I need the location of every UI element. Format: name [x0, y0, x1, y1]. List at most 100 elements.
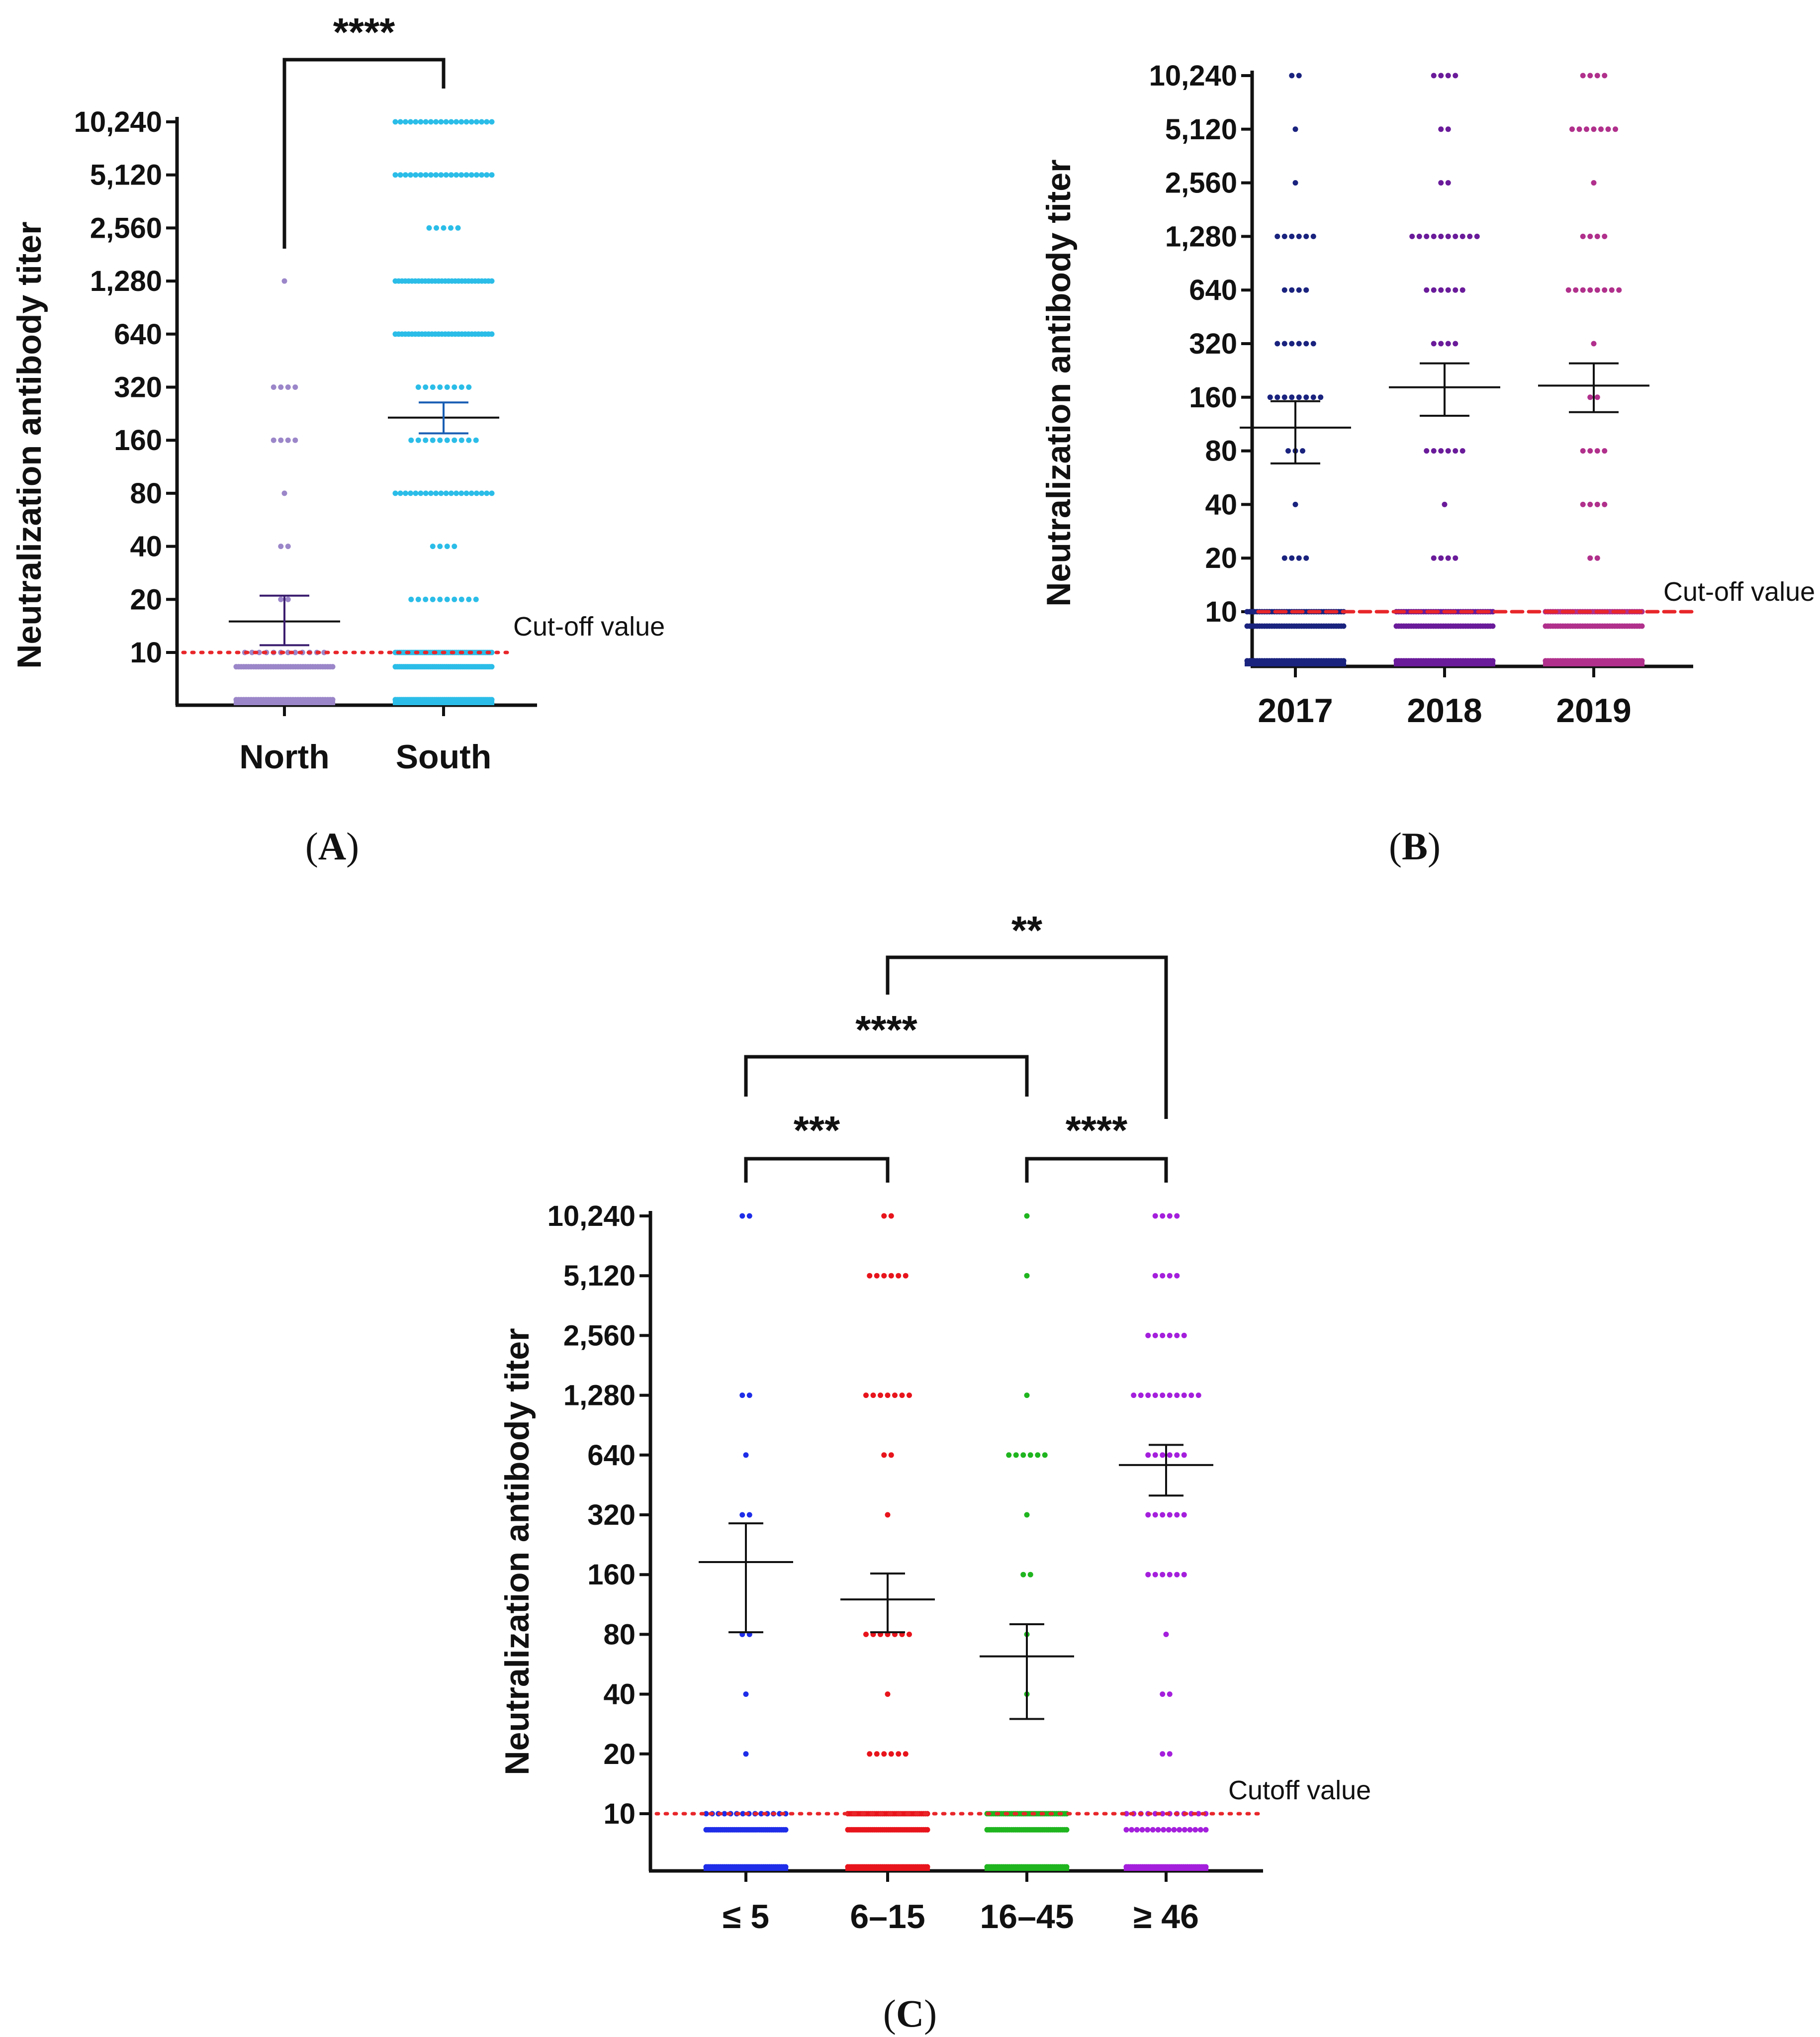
- data-point: [256, 649, 262, 655]
- data-point: [743, 1691, 749, 1697]
- data-point: [1152, 1512, 1158, 1518]
- data-point: [874, 1751, 880, 1757]
- data-point: [1152, 1392, 1158, 1398]
- data-point: [1438, 341, 1444, 347]
- panel-a: 10 20 40 80 160 320 640 1,280 2,560 5,120 10,240 Ne…: [10, 10, 665, 868]
- series-1-points: [392, 119, 495, 703]
- data-point: [881, 1452, 887, 1458]
- y-tick-label: 5,120: [90, 159, 162, 191]
- y-tick-label: 1,280: [563, 1380, 636, 1412]
- panel-label: (A): [305, 825, 359, 868]
- y-tick-label: 5,120: [563, 1260, 636, 1292]
- data-point: [458, 437, 464, 443]
- data-point: [448, 225, 454, 231]
- data-point: [1274, 394, 1280, 400]
- panel-b: 10 20 40 80 160 320 640 1,280 2,560 5,120 10,240 Ne…: [1040, 60, 1815, 868]
- data-point: [1292, 126, 1298, 132]
- data-point: [1024, 1273, 1030, 1279]
- data-point: [1490, 623, 1496, 629]
- data-point: [441, 225, 447, 231]
- data-point: [758, 1811, 764, 1817]
- y-tick-label: 2,560: [563, 1319, 636, 1352]
- data-point: [468, 172, 474, 178]
- data-point: [392, 172, 398, 178]
- data-point: [452, 437, 457, 443]
- data-point: [1310, 341, 1316, 347]
- x-tick-label: North: [239, 738, 329, 776]
- data-point: [444, 596, 450, 602]
- data-point: [1174, 1273, 1180, 1279]
- data-point: [408, 172, 414, 178]
- data-point: [1300, 448, 1305, 454]
- data-point: [1174, 1572, 1180, 1577]
- data-point: [479, 119, 485, 125]
- data-point: [473, 119, 479, 125]
- data-point: [1292, 180, 1298, 186]
- data-point: [454, 172, 459, 178]
- data-point: [278, 384, 284, 390]
- data-point: [1296, 555, 1302, 561]
- data-point: [1174, 1452, 1180, 1458]
- data-point: [1129, 1827, 1135, 1833]
- y-tick-label: 320: [1189, 328, 1237, 360]
- data-point: [415, 384, 421, 390]
- data-point: [703, 1811, 709, 1817]
- data-point: [423, 596, 429, 602]
- y-tick-label: 160: [114, 424, 162, 457]
- cutoff-label: Cut-off value: [1663, 577, 1815, 607]
- x-tick-label: ≥ 46: [1133, 1898, 1199, 1936]
- data-point: [1163, 1631, 1169, 1637]
- data-point: [1155, 1827, 1161, 1833]
- y-axis-title: Neutralization antibody titer: [10, 221, 48, 668]
- y-tick-label: 10: [603, 1798, 636, 1830]
- data-point: [888, 1452, 894, 1458]
- data-point: [1192, 1827, 1198, 1833]
- data-point: [1445, 73, 1451, 79]
- bracket-line: [886, 955, 1168, 1119]
- data-point: [1166, 1827, 1172, 1833]
- data-point: [1160, 1572, 1166, 1577]
- data-point: [1024, 1392, 1030, 1398]
- series-3-points: [1123, 1213, 1209, 1870]
- series-0-mean-sem: [229, 594, 340, 647]
- data-point: [1445, 287, 1451, 293]
- data-point: [1289, 394, 1295, 400]
- data-point: [1445, 180, 1451, 186]
- data-point: [1424, 448, 1430, 454]
- data-point: [746, 1392, 752, 1398]
- data-point: [1160, 1691, 1166, 1697]
- data-point: [881, 1213, 887, 1219]
- data-point: [1438, 555, 1444, 561]
- data-point: [1281, 555, 1287, 561]
- series-1-mean-sem: [840, 1573, 935, 1634]
- data-point: [423, 437, 429, 443]
- data-point: [722, 1811, 728, 1817]
- data-point: [489, 649, 495, 655]
- bracket-line: [744, 1055, 1029, 1097]
- paren-open: (: [883, 1992, 896, 2035]
- data-point: [739, 1512, 745, 1518]
- data-point: [1587, 233, 1593, 239]
- data-point: [1416, 233, 1422, 239]
- data-point: [458, 172, 464, 178]
- data-point: [397, 490, 403, 496]
- x-tick-label: 2017: [1258, 692, 1333, 730]
- data-point: [1576, 126, 1582, 132]
- data-point: [443, 119, 449, 125]
- data-point: [1296, 233, 1302, 239]
- data-point: [1289, 555, 1295, 561]
- significance-bracket: [282, 58, 446, 249]
- data-point: [444, 544, 450, 550]
- data-point: [739, 1392, 745, 1398]
- data-point: [1281, 287, 1287, 293]
- data-point: [1584, 126, 1589, 132]
- data-point: [878, 1392, 883, 1398]
- data-point: [743, 1452, 749, 1458]
- data-point: [443, 172, 449, 178]
- significance-bracket: [886, 955, 1168, 1119]
- data-point: [1591, 180, 1597, 186]
- data-point: [1131, 1392, 1137, 1398]
- y-axis-title: Neutralization antibody titer: [1040, 159, 1078, 606]
- y-tick-label: 40: [603, 1678, 636, 1711]
- y-tick-label: 320: [587, 1499, 636, 1531]
